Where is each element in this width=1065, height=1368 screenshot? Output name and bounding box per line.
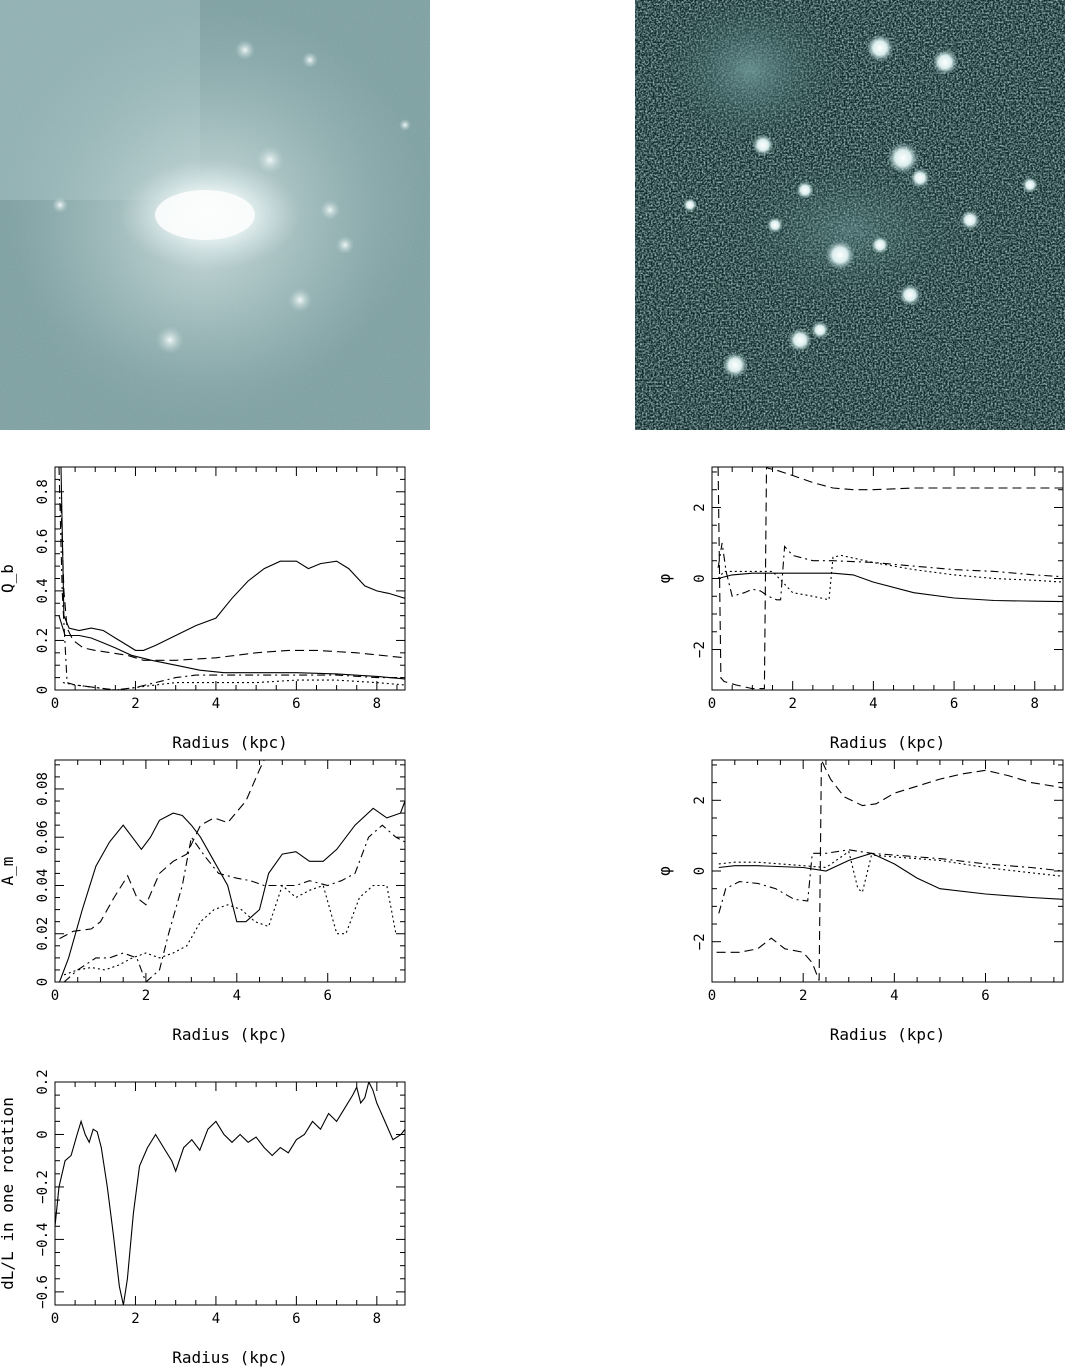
- x-tick-label: 8: [373, 696, 381, 712]
- x-tick-label: 6: [292, 1311, 300, 1327]
- series-1-solid-line: [58, 800, 405, 982]
- x-tick-label: 0: [51, 1311, 59, 1327]
- series-1-solid-line: [60, 467, 405, 651]
- x-axis-label: Radius (kpc): [172, 1348, 288, 1367]
- x-tick-label: 2: [788, 696, 796, 712]
- y-axis-label: φ: [655, 866, 674, 876]
- x-tick-label: 6: [324, 988, 332, 1004]
- x-axis-label: Radius (kpc): [172, 1025, 288, 1044]
- y-tick-label: −0.2: [35, 1170, 51, 1204]
- y-tick-label: 0.2: [35, 628, 51, 653]
- plot-frame: [54, 1081, 406, 1306]
- y-tick-label: 0: [35, 686, 51, 694]
- y-tick-label: 0.2: [35, 1069, 51, 1094]
- y-axis-label: dL/L in one rotation: [0, 1097, 17, 1290]
- x-axis-label: Radius (kpc): [830, 733, 946, 752]
- noisy-galaxy-svg: [635, 0, 1065, 430]
- series-1-dashed-line: [716, 760, 1063, 981]
- x-tick-label: 6: [981, 988, 989, 1004]
- x-tick-label: 0: [708, 988, 716, 1004]
- y-tick-label: 2: [692, 503, 708, 511]
- series-2-dashed-line: [59, 760, 265, 940]
- y-axis-label: φ: [655, 573, 674, 583]
- series-3-dashed-line: [60, 504, 405, 661]
- plot-frame: [54, 759, 406, 983]
- series-2-solid-line: [718, 852, 1063, 900]
- x-axis-label: Radius (kpc): [172, 733, 288, 752]
- x-tick-label: 2: [131, 696, 139, 712]
- chart-4: 0 2 4 6 −2 0 2 Radius (kpc) φ: [655, 759, 1064, 1044]
- y-tick-label: −0.4: [35, 1223, 51, 1257]
- series-1-dashed-line: [717, 467, 1063, 690]
- y-tick-label: −2: [692, 933, 708, 950]
- x-tick-label: 2: [142, 988, 150, 1004]
- x-tick-label: 4: [233, 988, 241, 1004]
- series-4-dashdot-line: [58, 467, 405, 690]
- x-tick-label: 4: [212, 696, 220, 712]
- x-tick-label: 4: [212, 1311, 220, 1327]
- smooth-galaxy-image: [0, 0, 430, 430]
- series-4-dotted-line: [718, 850, 1063, 894]
- y-axis-label: A_m: [0, 857, 17, 886]
- y-tick-label: 0: [692, 574, 708, 582]
- x-axis-label: Radius (kpc): [830, 1025, 946, 1044]
- series-4-dotted-line: [717, 554, 1063, 601]
- x-tick-label: 4: [890, 988, 898, 1004]
- y-tick-label: 0: [35, 1130, 51, 1138]
- x-tick-label: 0: [51, 696, 59, 712]
- y-tick-label: 0: [35, 978, 51, 986]
- plot-frame: [711, 759, 1064, 983]
- x-tick-label: 0: [708, 696, 716, 712]
- y-tick-label: 0.02: [35, 917, 51, 951]
- chart-2: 0 2 4 6 8 −2 0 2 Radius (kpc) φ: [655, 466, 1064, 752]
- chart-3: 0 2 4 6 0 0.02 0.04 0.06 0.08 Radius (kpc) A_m: [0, 759, 406, 1044]
- y-tick-label: 0.06: [35, 820, 51, 854]
- series-5-dotted-line: [62, 679, 405, 690]
- noisy-galaxy-image: [635, 0, 1065, 430]
- series-1-solid-line: [55, 1082, 405, 1305]
- chart-1: 0 2 4 6 8 0 0.2 0.4 0.6 0.8 Radius (kpc) Q_b: [0, 466, 406, 752]
- series-2-solid-line: [58, 615, 405, 680]
- x-tick-label: 4: [869, 696, 877, 712]
- x-tick-label: 2: [799, 988, 807, 1004]
- y-tick-label: 0.8: [35, 479, 51, 504]
- x-tick-label: 2: [131, 1311, 139, 1327]
- y-tick-label: 2: [692, 796, 708, 804]
- series-3-dashdot-line: [63, 824, 405, 982]
- y-tick-label: −2: [692, 641, 708, 658]
- x-tick-label: 8: [1031, 696, 1039, 712]
- y-tick-label: 0: [692, 867, 708, 875]
- x-tick-label: 8: [373, 1311, 381, 1327]
- series-2-solid-line: [717, 572, 1063, 603]
- x-tick-label: 0: [51, 988, 59, 1004]
- smooth-galaxy-svg: [0, 0, 430, 430]
- y-tick-label: 0.6: [35, 529, 51, 554]
- y-axis-label: Q_b: [0, 564, 17, 593]
- y-tick-label: 0.04: [35, 869, 51, 903]
- y-tick-label: 0.08: [35, 772, 51, 806]
- series-3-dashdot-line: [718, 849, 1063, 914]
- y-tick-label: 0.4: [35, 578, 51, 603]
- x-tick-label: 6: [292, 696, 300, 712]
- y-tick-label: −0.6: [35, 1275, 51, 1309]
- x-tick-label: 6: [950, 696, 958, 712]
- chart-5: 0 2 4 6 8 −0.6 −0.4 −0.2 0 0.2 Radius (kpc) dL/L in…: [0, 1069, 406, 1367]
